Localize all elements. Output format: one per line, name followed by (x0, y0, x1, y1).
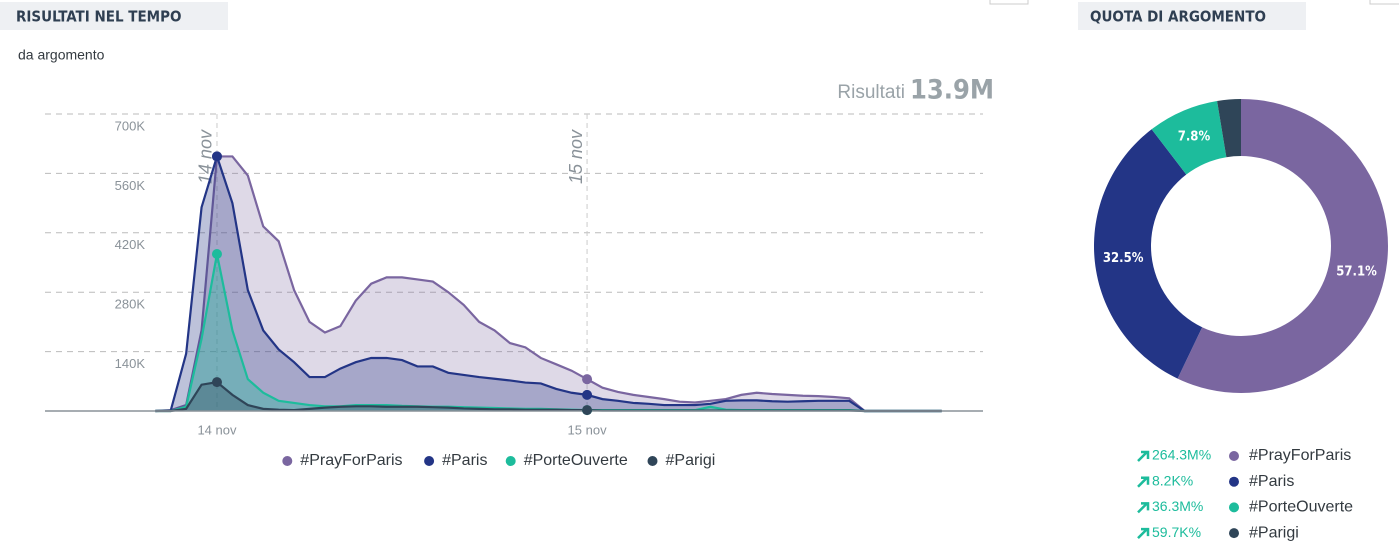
donut-slice (1177, 99, 1388, 393)
slice-label: 32.5% (1103, 251, 1144, 266)
legend-swatch (1229, 502, 1239, 513)
line (155, 152, 942, 413)
chart-subtitle: da argomento (18, 47, 105, 63)
legend-swatch (1229, 451, 1239, 461)
area (155, 156, 942, 411)
line (155, 155, 942, 413)
trend-arrow (1137, 450, 1150, 462)
legend-swatch (282, 456, 293, 466)
title-bg (0, 2, 228, 30)
total-label: Risultati (837, 82, 905, 103)
legend-label: #Parigi (666, 452, 716, 469)
chart-title: RISULTATI NEL TEMPO (16, 8, 181, 26)
date-marker-label: 15 nov (566, 129, 586, 184)
y-tick-label: 420K (115, 237, 146, 252)
point-marker (582, 389, 593, 400)
legend-label: #PorteOuverte (524, 452, 628, 469)
point-marker (582, 405, 593, 416)
legend-label: #PrayForParis (1249, 447, 1351, 464)
legend-swatch (424, 456, 435, 466)
legend-label: #Paris (1249, 473, 1294, 490)
change-label: 36.3M% (1152, 498, 1203, 514)
point-marker (211, 151, 222, 162)
trend-arrow (1137, 502, 1150, 514)
total-value: 13.9M (910, 75, 994, 106)
legend-label: #Parigi (1249, 524, 1299, 541)
y-tick-label: 700K (115, 118, 146, 133)
change-label: 264.3M% (1152, 447, 1211, 463)
donut-slice (1094, 129, 1203, 379)
date-marker-label: 14 nov (196, 129, 216, 184)
point-marker (582, 374, 593, 385)
donut-slice (1151, 100, 1227, 175)
button-edge[interactable] (989, 0, 1029, 5)
legend-label: #PorteOuverte (1249, 499, 1353, 516)
change-label: 8.2K% (1152, 472, 1193, 488)
trend-arrow (1137, 476, 1150, 488)
legend-label: #PrayForParis (300, 452, 402, 469)
slice-label: 57.1% (1336, 265, 1377, 280)
slice-label: 7.8% (1178, 130, 1211, 145)
legend-swatch (1229, 528, 1239, 539)
point-marker (211, 377, 222, 388)
donut-slice (1217, 99, 1241, 158)
point-marker (211, 249, 222, 260)
chart-title: QUOTA DI ARGOMENTO (1090, 8, 1266, 26)
x-tick-label: 15 nov (568, 422, 608, 437)
button-edge[interactable] (1369, 0, 1399, 5)
legend-swatch (1229, 476, 1239, 487)
y-tick-label: 560K (115, 178, 146, 193)
trend-arrow (1137, 527, 1150, 539)
title-bg (1078, 2, 1306, 30)
area (155, 156, 942, 411)
legend-swatch (647, 456, 658, 466)
legend-swatch (505, 456, 516, 466)
change-label: 59.7K% (1152, 524, 1201, 540)
y-tick-label: 280K (115, 297, 146, 312)
y-tick-label: 140K (115, 356, 146, 371)
legend-label: #Paris (442, 452, 487, 469)
area (155, 382, 942, 411)
x-tick-label: 14 nov (197, 422, 237, 437)
